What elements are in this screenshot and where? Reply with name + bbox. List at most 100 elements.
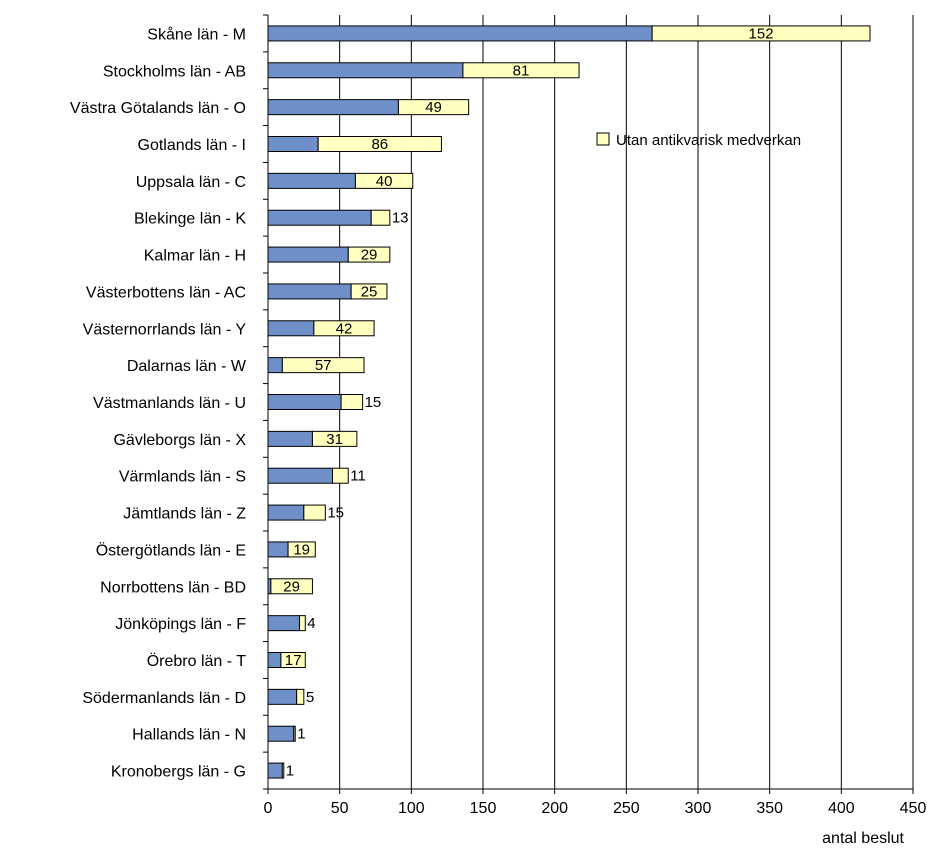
- bar-segment: [267, 25, 653, 42]
- data-label: 1: [286, 763, 294, 780]
- category-labels: Skåne län - M Stockholms län - AB Västra G…: [70, 25, 247, 780]
- x-tick-label: 300: [685, 800, 712, 817]
- bar-segment: [267, 209, 372, 226]
- data-label: 15: [327, 505, 344, 522]
- bar-segment: [267, 762, 283, 779]
- data-label: 25: [361, 283, 378, 300]
- bar-segment: [267, 172, 356, 189]
- bar-segment: [347, 246, 391, 263]
- bar-segment: [293, 725, 296, 742]
- category-label: Uppsala län - C: [136, 174, 246, 191]
- data-label: 19: [293, 541, 310, 558]
- bar-segment: [267, 688, 298, 705]
- category-label: Östergötlands län - E: [96, 541, 246, 559]
- data-label: 17: [285, 652, 302, 669]
- data-label: 29: [283, 578, 300, 595]
- bar-segment: [267, 320, 315, 337]
- bar-segment: [332, 467, 349, 484]
- data-label: 49: [425, 99, 442, 116]
- bar-segment: [267, 615, 301, 632]
- bar-segment: [267, 99, 399, 116]
- bar-segment: [267, 467, 333, 484]
- bar-segment: [299, 615, 306, 632]
- bar-segment: [281, 357, 365, 374]
- bar-segment: [651, 25, 871, 42]
- bar-segment: [270, 578, 313, 595]
- category-label: Norrbottens län - BD: [100, 579, 246, 596]
- x-tick-label: 400: [828, 800, 855, 817]
- bar-segment: [397, 99, 470, 116]
- x-tick-label: 100: [398, 800, 425, 817]
- data-label: 81: [513, 62, 530, 79]
- x-axis-title: antal beslut: [822, 830, 904, 847]
- x-tick-label: 200: [541, 800, 568, 817]
- category-label: Hallands län - N: [132, 727, 246, 744]
- bar-segment: [267, 246, 349, 263]
- x-tick-labels: 0 50 100 150 200 250 300 350 400 450: [264, 800, 927, 817]
- bar-segment: [313, 320, 375, 337]
- category-label: Örebro län - T: [147, 652, 247, 670]
- bar-segment: [280, 652, 306, 668]
- bar-segment: [267, 504, 305, 521]
- bar-segment: [267, 430, 313, 447]
- data-label: 31: [326, 431, 343, 448]
- data-label: 13: [392, 210, 409, 227]
- bar-segment: [311, 430, 358, 447]
- data-label: 4: [307, 615, 315, 632]
- x-tick-label: 50: [331, 800, 349, 817]
- category-label: Gävleborgs län - X: [113, 432, 246, 449]
- category-label: Skåne län - M: [147, 25, 246, 43]
- bar-segment: [267, 725, 295, 742]
- category-label: Västernorrlands län - Y: [83, 321, 247, 338]
- category-label: Kalmar län - H: [144, 248, 246, 265]
- bar-segment: [350, 283, 388, 300]
- category-label: Dalarnas län - W: [127, 358, 247, 375]
- bar-segment: [267, 62, 464, 79]
- bar-segment: [267, 357, 283, 374]
- bar-segment: [354, 172, 414, 189]
- data-label: 11: [350, 468, 366, 485]
- data-label: 152: [749, 25, 774, 42]
- category-label: Jämtlands län - Z: [123, 506, 246, 523]
- bar-segment: [370, 209, 391, 226]
- legend: Utan antikvarisk medverkan: [596, 132, 801, 149]
- bar-segment: [303, 504, 326, 521]
- category-label: Blekinge län - K: [134, 211, 246, 228]
- x-tick-label: 0: [264, 800, 273, 817]
- axes: [263, 14, 914, 794]
- data-label: 1: [297, 726, 305, 743]
- bar-segment: [267, 541, 289, 558]
- bar-segment: [267, 394, 342, 410]
- x-tick-label: 450: [900, 800, 927, 817]
- legend-label: Utan antikvarisk medverkan: [616, 132, 801, 149]
- category-label: Värmlands län - S: [119, 469, 246, 486]
- category-label: Västra Götalands län - O: [70, 100, 246, 117]
- category-label: Stockholms län - AB: [103, 63, 246, 80]
- x-tick-label: 350: [756, 800, 783, 817]
- category-label: Jönköpings län - F: [115, 616, 246, 633]
- data-label: 86: [371, 136, 388, 153]
- x-tick-label: 250: [613, 800, 640, 817]
- data-label: 5: [306, 689, 314, 706]
- data-label: 57: [315, 357, 332, 374]
- bar-segment: [287, 541, 316, 558]
- data-label: 40: [376, 173, 393, 190]
- category-label: Södermanlands län - D: [82, 690, 246, 707]
- bar-segment: [462, 62, 580, 79]
- data-label: 42: [336, 320, 353, 337]
- x-tick-label: 150: [470, 800, 497, 817]
- category-label: Västmanlands län - U: [93, 395, 246, 412]
- data-label: 15: [365, 394, 382, 411]
- bar-segment: [267, 652, 282, 668]
- category-label: Gotlands län - I: [138, 137, 247, 154]
- bar-segment: [281, 762, 285, 779]
- data-label: 29: [361, 247, 378, 264]
- bar-segment: [317, 136, 442, 152]
- bar-segment: [340, 394, 364, 410]
- legend-swatch: [596, 132, 610, 146]
- bar-segment: [296, 688, 305, 705]
- bar-segment: [267, 136, 319, 152]
- category-label: Kronobergs län - G: [111, 764, 246, 781]
